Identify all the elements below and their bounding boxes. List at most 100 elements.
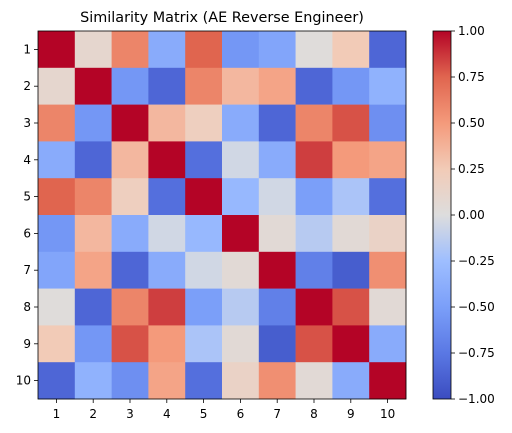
heatmap-cell [111, 288, 149, 326]
x-tick-label: 2 [89, 407, 97, 421]
heatmap-cell [295, 288, 333, 326]
heatmap-cell [148, 104, 186, 142]
heatmap-cell [369, 31, 407, 69]
heatmap-cell [74, 325, 112, 363]
heatmap-cell [185, 288, 223, 326]
colorbar-tick-label: 0.50 [458, 116, 485, 130]
heatmap-cell [148, 362, 186, 400]
x-tick-label: 5 [200, 407, 208, 421]
y-axis: 1 2 3 4 5 6 7 8 9 10 [16, 42, 38, 388]
heatmap-cell [38, 325, 76, 363]
colorbar-tick-label: −0.75 [458, 346, 495, 360]
heatmap-cell [295, 141, 333, 179]
y-tick-label: 10 [16, 374, 31, 388]
heatmap-cell [332, 141, 370, 179]
heatmap-cell [74, 31, 112, 69]
heatmap-cell [369, 325, 407, 363]
heatmap-cell [332, 31, 370, 69]
heatmap-cell [148, 288, 186, 326]
x-tick-label: 3 [126, 407, 134, 421]
heatmap-cell [222, 251, 260, 289]
y-tick-label: 3 [23, 116, 31, 130]
colorbar-tick-label: −0.25 [458, 254, 495, 268]
heatmap-cell [369, 251, 407, 289]
heatmap-cell [185, 31, 223, 69]
colorbar-tick-label: 0.75 [458, 70, 485, 84]
heatmap-cell [332, 288, 370, 326]
heatmap-cell [222, 288, 260, 326]
heatmap-cell [369, 67, 407, 105]
heatmap-cell [148, 141, 186, 179]
heatmap-cell [111, 215, 149, 253]
x-tick-label: 10 [380, 407, 395, 421]
heatmap-cell [295, 178, 333, 216]
heatmap-cell [148, 325, 186, 363]
y-tick-label: 6 [23, 226, 31, 240]
heatmap-cell [74, 178, 112, 216]
x-tick-label: 1 [53, 407, 61, 421]
heatmap-cell [38, 67, 76, 105]
heatmap-cell [148, 31, 186, 69]
heatmap-cell [295, 362, 333, 400]
heatmap-cell [332, 104, 370, 142]
heatmap-cell [74, 288, 112, 326]
y-tick-label: 9 [23, 337, 31, 351]
heatmap-cell [74, 67, 112, 105]
heatmap-cell [111, 251, 149, 289]
heatmap-cell [222, 67, 260, 105]
y-tick-label: 7 [23, 263, 31, 277]
x-tick-label: 9 [347, 407, 355, 421]
heatmap-cell [258, 215, 296, 253]
heatmap-cell [222, 362, 260, 400]
heatmap-cell [258, 67, 296, 105]
heatmap-cell [332, 325, 370, 363]
heatmap-cell [185, 362, 223, 400]
heatmap-cell [369, 362, 407, 400]
heatmap-cell [258, 288, 296, 326]
x-tick-label: 6 [237, 407, 245, 421]
heatmap-cell [258, 325, 296, 363]
heatmap-cell [74, 251, 112, 289]
heatmap-cell [295, 325, 333, 363]
heatmap-cell [38, 362, 76, 400]
heatmap-cell [295, 67, 333, 105]
heatmap-cell [38, 288, 76, 326]
colorbar-tick-label: −0.50 [458, 300, 495, 314]
heatmap-cell [369, 141, 407, 179]
heatmap-cell [222, 178, 260, 216]
heatmap-cell [111, 178, 149, 216]
heatmap-cell [148, 67, 186, 105]
heatmap-cell [185, 104, 223, 142]
heatmap-cell [258, 251, 296, 289]
heatmap-cell [332, 251, 370, 289]
heatmap-cells [38, 31, 407, 400]
heatmap-cell [38, 104, 76, 142]
colorbar-tick-label: −1.00 [458, 392, 495, 406]
heatmap-cell [222, 104, 260, 142]
heatmap-cell [111, 31, 149, 69]
heatmap-cell [38, 178, 76, 216]
colorbar-tick-label: 1.00 [458, 24, 485, 38]
heatmap-cell [369, 178, 407, 216]
heatmap-cell [295, 104, 333, 142]
y-tick-label: 4 [23, 153, 31, 167]
heatmap-cell [111, 362, 149, 400]
y-tick-label: 8 [23, 300, 31, 314]
heatmap-cell [295, 215, 333, 253]
heatmap-cell [185, 178, 223, 216]
chart-title: Similarity Matrix (AE Reverse Engineer) [80, 10, 364, 26]
heatmap-cell [148, 215, 186, 253]
heatmap-cell [369, 104, 407, 142]
heatmap-cell [185, 325, 223, 363]
heatmap-cell [38, 31, 76, 69]
colorbar-tick-label: 0.00 [458, 208, 485, 222]
y-tick-label: 5 [23, 190, 31, 204]
heatmap-cell [74, 215, 112, 253]
x-tick-label: 4 [163, 407, 171, 421]
heatmap-cell [222, 141, 260, 179]
heatmap-cell [111, 141, 149, 179]
heatmap-cell [258, 141, 296, 179]
heatmap-cell [295, 251, 333, 289]
heatmap-cell [222, 31, 260, 69]
